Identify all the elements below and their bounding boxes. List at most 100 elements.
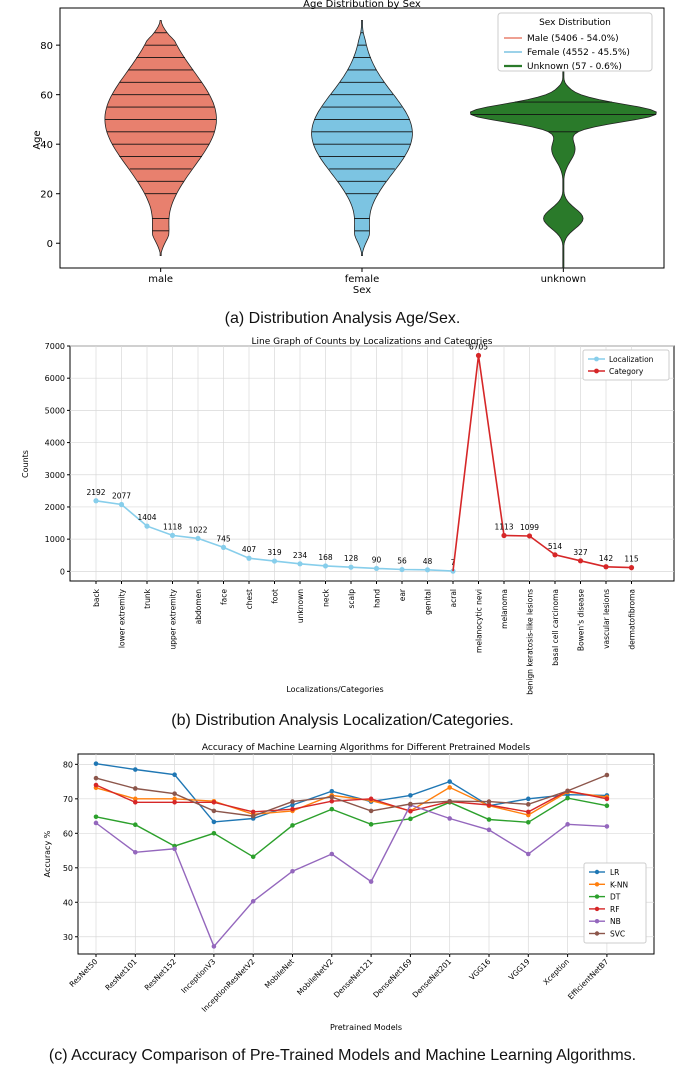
y-tick-label: 0 — [47, 239, 53, 250]
data-point — [329, 851, 335, 857]
x-tick-label: trunk — [143, 588, 152, 609]
series-line-lr — [95, 763, 607, 823]
legend-entry: NB — [610, 917, 621, 926]
data-point — [526, 819, 531, 825]
accuracy-chart: Accuracy of Machine Learning Algorithms … — [43, 743, 655, 1032]
data-point — [133, 796, 138, 802]
legend-entry: SVC — [610, 930, 625, 939]
data-label: 745 — [216, 534, 231, 543]
data-point — [565, 822, 570, 827]
legend-entry: DT — [610, 893, 621, 902]
x-tick-label: ear — [398, 588, 407, 601]
y-tick-label: 4000 — [45, 439, 65, 448]
y-tick-label: 80 — [63, 760, 73, 769]
x-tick-label: vascular lesions — [602, 589, 611, 649]
data-point — [144, 523, 150, 529]
y-tick-label: 40 — [40, 140, 53, 151]
y-tick-label: 0 — [60, 567, 65, 576]
x-axis-label: Localizations/Categories — [286, 685, 383, 694]
legend-entry: LR — [610, 868, 619, 877]
legend-entry: Female (4552 - 45.5%) — [527, 48, 630, 58]
data-label: 6705 — [469, 342, 488, 351]
x-tick-label: Xception — [541, 957, 571, 987]
data-label: 7 — [451, 558, 456, 567]
data-point — [93, 761, 99, 766]
data-point — [447, 779, 453, 784]
y-tick-label: 60 — [40, 91, 53, 102]
x-tick-label: melanoma — [500, 589, 509, 629]
data-label: 168 — [318, 553, 333, 562]
legend-entry: Unknown (57 - 0.6%) — [527, 62, 622, 72]
violin-female — [311, 20, 413, 257]
data-point — [172, 799, 177, 805]
x-tick-label: MobileNet — [263, 957, 296, 990]
data-label: 115 — [624, 555, 639, 564]
chart-title: Accuracy of Machine Learning Algorithms … — [202, 743, 531, 753]
y-axis-label: Age — [32, 130, 43, 149]
data-label: 327 — [573, 548, 588, 557]
data-point — [552, 552, 558, 558]
x-tick-label: benign keratosis-like lesions — [526, 589, 535, 695]
data-point — [93, 820, 99, 826]
legend-marker — [594, 368, 599, 374]
violin-male — [104, 20, 217, 257]
data-point — [475, 352, 482, 359]
data-label: 1099 — [520, 523, 539, 532]
legend-entry: Localization — [609, 355, 654, 364]
y-axis-label: Counts — [21, 450, 30, 478]
series-line-dt — [95, 797, 608, 858]
series-line-svc — [95, 774, 608, 817]
legend-marker — [594, 894, 600, 899]
data-point — [329, 806, 335, 812]
data-point — [604, 803, 610, 809]
x-tick-label: female — [345, 274, 379, 285]
data-point — [565, 788, 570, 794]
x-tick-label: hand — [373, 589, 382, 608]
y-tick-label: 1000 — [45, 535, 65, 544]
data-point — [93, 775, 99, 781]
legend-marker — [594, 919, 600, 924]
data-point — [172, 791, 177, 796]
data-point — [565, 795, 570, 801]
data-point — [290, 806, 295, 812]
x-tick-label: male — [148, 274, 173, 285]
x-tick-label: InceptionV3 — [179, 957, 217, 995]
data-point — [447, 785, 453, 790]
x-tick-label: EfficientNetB7 — [566, 957, 610, 1001]
x-tick-label: foot — [271, 589, 280, 604]
data-label: 90 — [372, 555, 382, 564]
data-point — [290, 868, 295, 874]
x-tick-label: Bowen's disease — [577, 589, 586, 651]
legend-box — [583, 862, 647, 944]
data-point — [211, 831, 217, 836]
y-tick-label: 70 — [63, 795, 73, 804]
series-line-nb — [95, 804, 607, 948]
data-point — [93, 814, 99, 820]
data-point — [169, 532, 176, 538]
chart-title: Age Distribution by Sex — [303, 0, 421, 10]
data-point — [373, 565, 380, 572]
x-tick-label: VGG19 — [507, 957, 532, 982]
data-label: 2192 — [86, 488, 105, 497]
data-point — [271, 558, 278, 564]
data-point — [348, 564, 354, 570]
data-point — [408, 808, 413, 814]
plot-frame — [77, 753, 655, 955]
data-point — [526, 802, 531, 807]
data-point — [322, 563, 329, 569]
legend-marker — [594, 906, 600, 912]
x-tick-label: genital — [424, 589, 433, 615]
data-point — [526, 809, 531, 815]
y-axis-label: Accuracy % — [43, 830, 52, 877]
data-point — [408, 801, 413, 807]
data-label: 407 — [242, 545, 257, 554]
data-label: 1113 — [494, 523, 513, 532]
data-label: 56 — [397, 557, 407, 566]
data-label: 142 — [599, 554, 614, 563]
data-point — [399, 566, 405, 573]
legend-entry: K-NN — [610, 880, 628, 889]
data-point — [133, 786, 138, 791]
data-point — [486, 827, 492, 833]
data-point — [250, 898, 256, 904]
x-tick-label: neck — [322, 588, 331, 606]
